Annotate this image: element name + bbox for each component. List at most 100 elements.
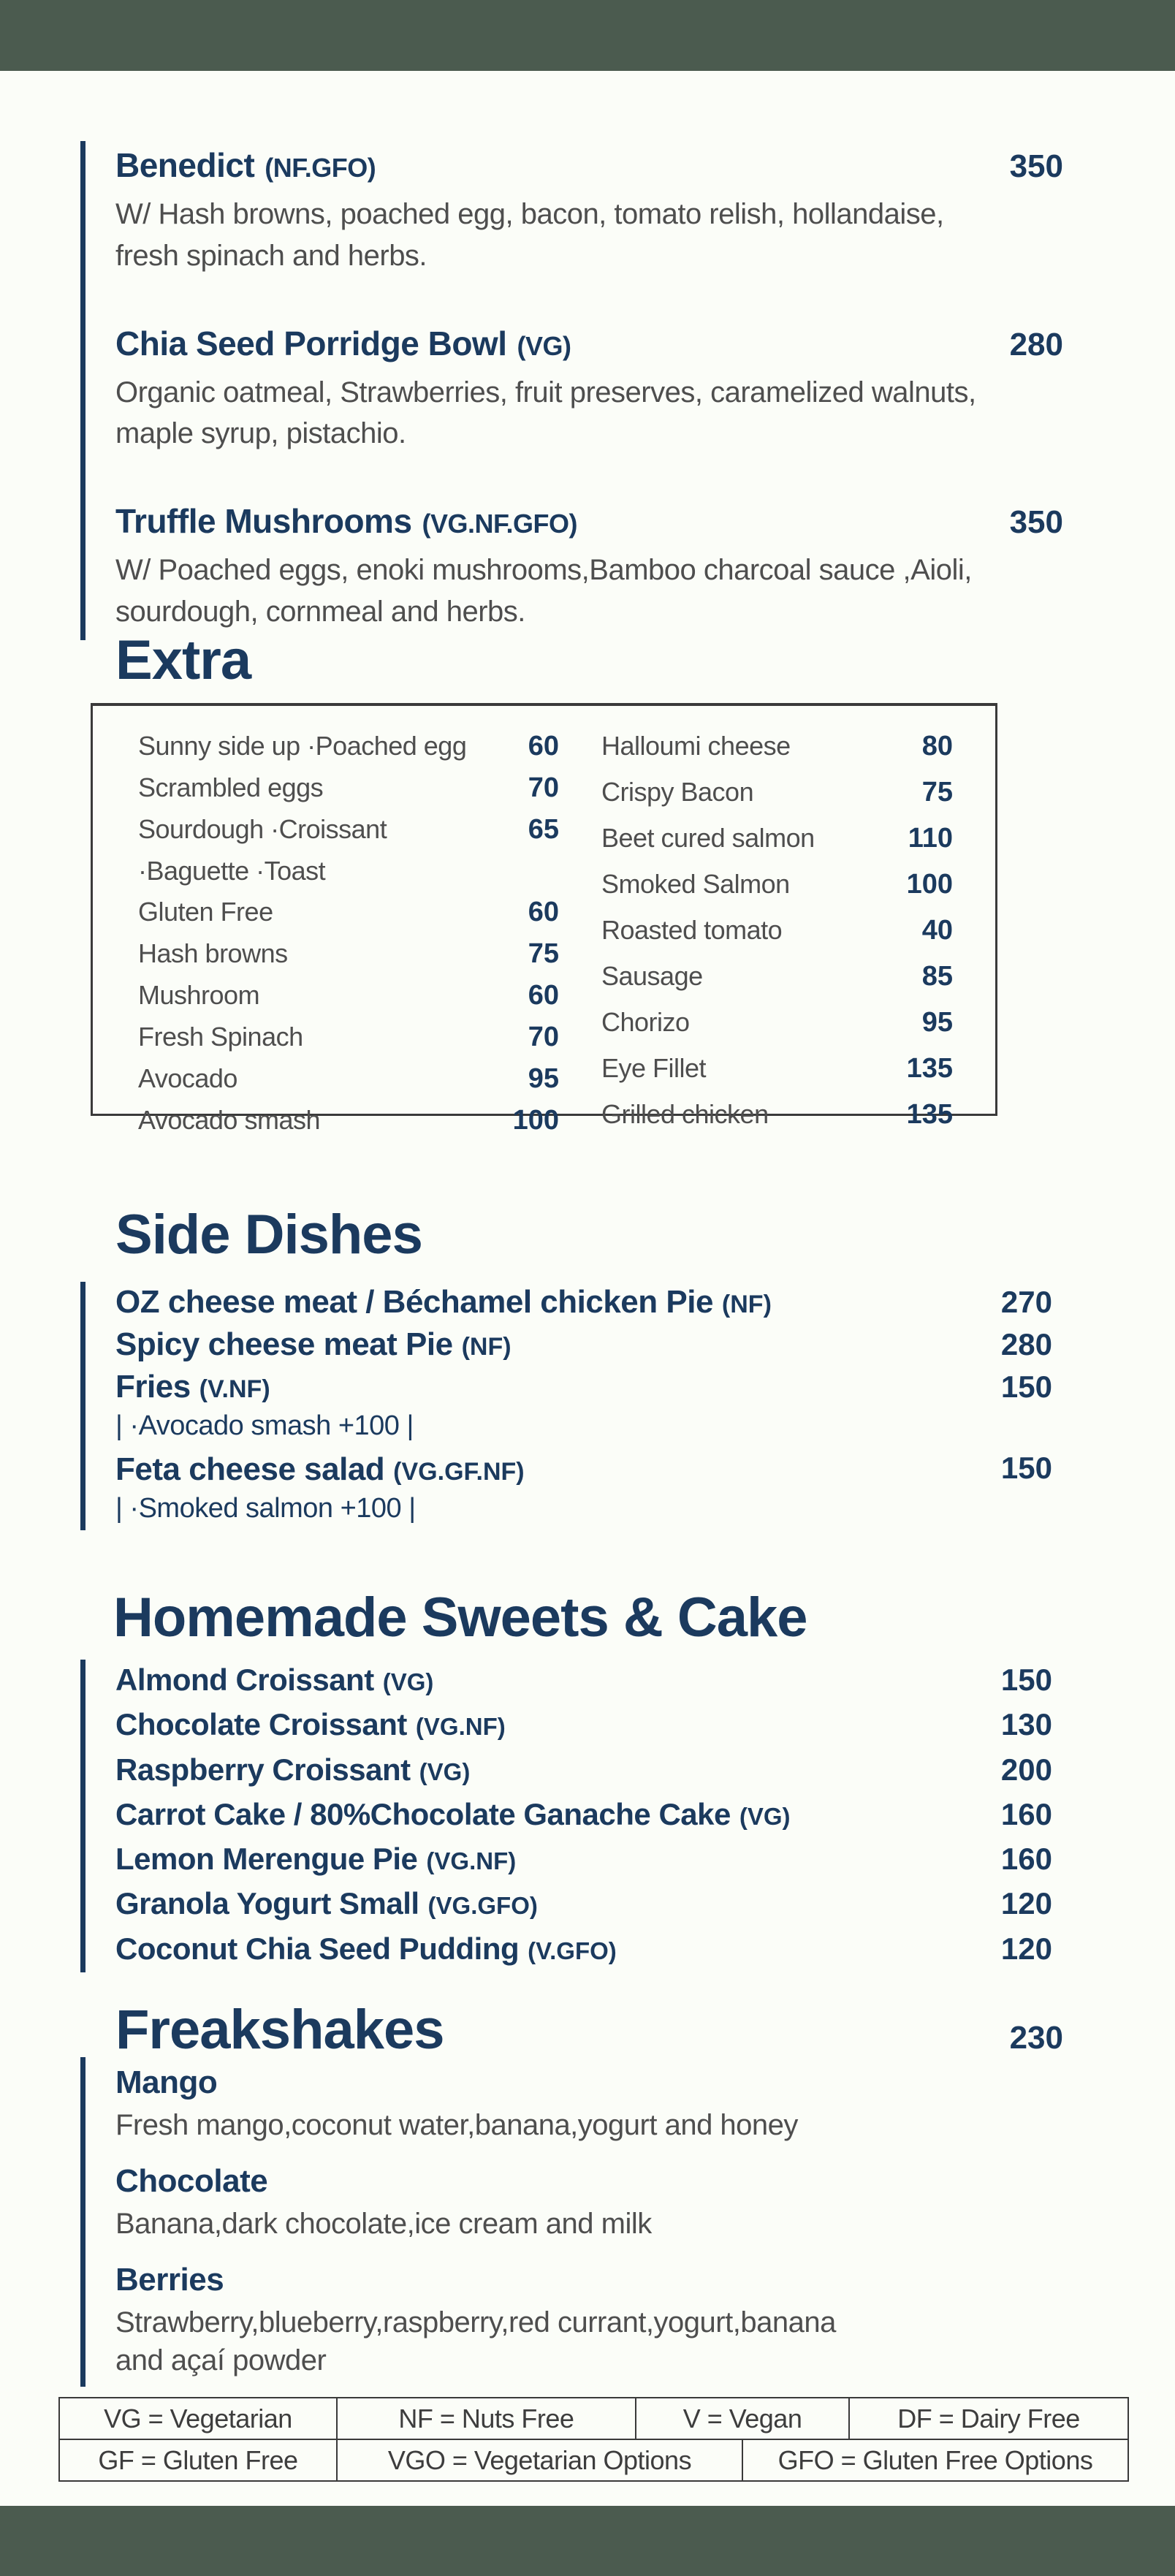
section-heading-side-dishes: Side Dishes <box>115 1204 423 1266</box>
legend-cell: V = Vegan <box>636 2398 851 2439</box>
extra-item-price: 75 <box>528 938 559 969</box>
item-description: W/ Poached eggs, enoki mushrooms,Bamboo … <box>115 554 972 628</box>
item-name: Carrot Cake / 80%Chocolate Ganache Cake <box>115 1796 731 1831</box>
dietary-tags: (VG.GFO) <box>427 1892 538 1920</box>
item-price: 280 <box>1009 326 1063 362</box>
sweets-section: Almond Croissant (VG) 150 Chocolate Croi… <box>80 1660 1052 1973</box>
dietary-tags: (VG) <box>517 330 572 361</box>
dietary-tags: (VG.NF.GFO) <box>422 509 578 539</box>
extra-item-name: Chorizo <box>601 1007 690 1037</box>
item-price: 130 <box>1000 1707 1052 1742</box>
extra-row: Avocado smash 100 <box>138 1105 559 1136</box>
extra-item-price: 70 <box>528 772 559 803</box>
flavor-name: Chocolate <box>115 2163 268 2200</box>
extra-left-column: Sunny side up ·Poached egg 60 Scrambled e… <box>138 731 559 1136</box>
menu-item-row: Lemon Merengue Pie (VG.NF) 160 <box>115 1842 1052 1877</box>
item-price: 150 <box>1000 1369 1052 1404</box>
menu-item-row: Raspberry Croissant (VG) 200 <box>115 1752 1052 1787</box>
extra-item-price: 95 <box>921 1007 953 1038</box>
menu-item-truffle-mushrooms: Truffle Mushrooms (VG.NF.GFO) 350 W/ Poa… <box>115 501 1063 633</box>
extra-item-price: 60 <box>528 980 559 1011</box>
flavor-description: Banana,dark chocolate,ice cream and milk <box>115 2208 652 2241</box>
item-name: OZ cheese meat / Béchamel chicken Pie <box>115 1284 713 1320</box>
extra-item-name: Grilled chicken <box>601 1099 769 1129</box>
extra-row: Sausage 85 <box>601 961 953 992</box>
extra-item-price: 75 <box>921 777 953 808</box>
extra-row: Avocado 95 <box>138 1063 559 1095</box>
extra-item-price: 60 <box>528 731 559 761</box>
extra-item-name: ·Baguette ·Toast <box>138 856 326 886</box>
item-name: Benedict <box>115 146 255 184</box>
item-name: Coconut Chia Seed Pudding <box>115 1931 520 1966</box>
extra-row: Grilled chicken 135 <box>601 1099 953 1131</box>
extra-item-price: 85 <box>921 961 953 992</box>
item-name: Fries <box>115 1368 191 1405</box>
item-price: 120 <box>1000 1931 1052 1966</box>
menu-item-row: Chia Seed Porridge Bowl (VG) 280 <box>115 324 1063 363</box>
extra-price-box: Sunny side up ·Poached egg 60 Scrambled e… <box>91 703 997 1136</box>
item-addon-note: | ·Avocado smash +100 | <box>115 1410 414 1441</box>
legend-cell: GFO = Gluten Free Options <box>777 2445 1093 2475</box>
extra-row: Chorizo 95 <box>601 1007 953 1038</box>
extra-item-name: Sausage <box>601 961 703 991</box>
extra-item-price: 135 <box>906 1053 953 1084</box>
extra-item-price: 100 <box>512 1105 559 1136</box>
dietary-tags: (V.NF) <box>199 1375 270 1403</box>
extra-row: Mushroom 60 <box>138 980 559 1011</box>
legend-cell: NF = Nuts Free <box>338 2398 636 2439</box>
item-name: Raspberry Croissant <box>115 1752 411 1787</box>
menu-item-row: Benedict (NF.GFO) 350 <box>115 145 1063 185</box>
item-addon-note: | ·Smoked salmon +100 | <box>115 1492 416 1524</box>
extra-item-name: Gluten Free <box>138 897 273 927</box>
legend-cell: VG = Vegetarian <box>60 2398 338 2439</box>
legend-cell: DF = Dairy Free <box>897 2404 1080 2433</box>
item-name: Spicy cheese meat Pie <box>115 1326 453 1362</box>
item-name: Lemon Merengue Pie <box>115 1842 418 1877</box>
freakshakes-section: Mango Fresh mango,coconut water,banana,y… <box>80 2057 1052 2387</box>
extra-item-name: Eye Fillet <box>601 1053 707 1083</box>
extra-right-column: Halloumi cheese 80 Crispy Bacon 75 Beet cu… <box>601 731 953 1130</box>
extra-item-price: 95 <box>528 1063 559 1094</box>
extra-item-name: Beet cured salmon <box>601 823 815 853</box>
breakfast-section: Benedict (NF.GFO) 350 W/ Hash browns, po… <box>80 141 1063 640</box>
extra-row: Sunny side up ·Poached egg 60 <box>138 731 559 762</box>
extra-item-name: Avocado smash <box>138 1105 320 1135</box>
item-price: 160 <box>1000 1796 1052 1831</box>
dietary-tags: (NF) <box>721 1291 772 1318</box>
legend-cell: GF = Gluten Free <box>60 2440 338 2480</box>
dietary-tags: (VG) <box>739 1802 791 1830</box>
extra-row: Eye Fillet 135 <box>601 1053 953 1084</box>
item-price: 350 <box>1009 148 1063 184</box>
item-price: 200 <box>1000 1752 1052 1787</box>
dietary-tags: (NF) <box>461 1332 512 1361</box>
flavor-chocolate: Chocolate Banana,dark chocolate,ice crea… <box>115 2163 1052 2243</box>
legend-row: GF = Gluten Free VGO = Vegetarian Option… <box>58 2439 1129 2482</box>
extra-row: Gluten Free 60 <box>138 897 559 928</box>
extra-row: Scrambled eggs 70 <box>138 772 559 804</box>
item-price: 280 <box>1000 1326 1052 1361</box>
section-heading-sweets: Homemade Sweets & Cake <box>113 1587 808 1649</box>
dietary-tags: (V.GFO) <box>528 1937 617 1964</box>
extra-item-price: 40 <box>921 915 953 946</box>
extra-item-price: 80 <box>921 731 953 761</box>
dietary-legend-table: VG = Vegetarian NF = Nuts Free V = Vegan… <box>58 2397 1129 2482</box>
menu-item-row: Carrot Cake / 80%Chocolate Ganache Cake … <box>115 1797 1052 1832</box>
extra-row: Roasted tomato 40 <box>601 915 953 946</box>
dietary-tags: (VG.GF.NF) <box>393 1457 525 1486</box>
item-name: Chocolate Croissant <box>115 1707 407 1742</box>
menu-item-row: Almond Croissant (VG) 150 <box>115 1663 1052 1698</box>
dietary-tags: (VG.NF) <box>426 1847 517 1875</box>
menu-item-chia-seed-porridge-bowl: Chia Seed Porridge Bowl (VG) 280 Organic… <box>115 324 1063 455</box>
extra-item-name: Scrambled eggs <box>138 772 324 802</box>
flavor-mango: Mango Fresh mango,coconut water,banana,y… <box>115 2064 1052 2144</box>
extra-row: Fresh Spinach 70 <box>138 1022 559 1053</box>
item-name: Truffle Mushrooms <box>115 502 412 541</box>
dietary-tags: (VG) <box>382 1668 434 1695</box>
extra-item-name: Roasted tomato <box>601 915 783 945</box>
extra-item-price: 100 <box>906 869 953 900</box>
top-green-bar <box>0 0 1175 71</box>
extra-item-name: Fresh Spinach <box>138 1022 303 1052</box>
extra-row: Halloumi cheese 80 <box>601 731 953 762</box>
menu-item-row: Feta cheese salad (VG.GF.NF) 150 <box>115 1451 1052 1489</box>
